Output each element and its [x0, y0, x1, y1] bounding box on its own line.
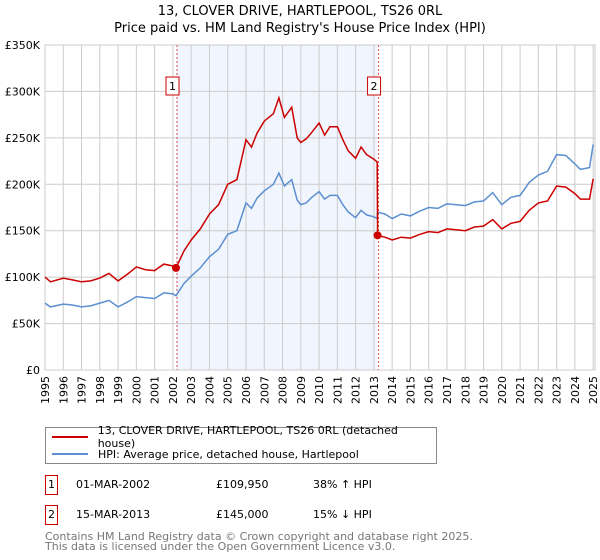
x-tick-label: 2024: [569, 376, 582, 404]
x-tick-label: 2015: [404, 376, 417, 404]
x-tick-label: 2001: [149, 376, 162, 404]
sale-point: [172, 263, 181, 272]
x-tick-label: 2016: [423, 376, 436, 404]
x-tick-label: 1997: [76, 376, 89, 404]
y-tick-label: £300K: [5, 85, 41, 98]
y-tick-label: £0: [26, 364, 40, 377]
x-tick-label: 1996: [57, 376, 70, 404]
x-tick-label: 2011: [331, 376, 344, 404]
x-tick-label: 2017: [441, 376, 454, 404]
legend: 13, CLOVER DRIVE, HARTLEPOOL, TS26 0RL (…: [45, 424, 437, 464]
x-tick-label: 2025: [587, 376, 600, 404]
x-tick-label: 2020: [496, 376, 509, 404]
x-tick-label: 1999: [112, 376, 125, 404]
legend-label: HPI: Average price, detached house, Hart…: [98, 447, 359, 461]
sale-point: [373, 231, 382, 240]
series-line: [44, 95, 594, 283]
legend-swatch-red: [52, 436, 88, 438]
chart-subtitle: Price paid vs. HM Land Registry's House …: [114, 21, 486, 36]
x-tick-label: 2000: [130, 376, 143, 404]
price-chart: 1995 1996 1997 1998 1999 2000 2001 2002 2003 2004…: [5, 39, 600, 404]
x-tick-label: 2010: [313, 376, 326, 404]
legend-swatch-blue: [52, 453, 88, 455]
x-tick-label: 2013: [368, 376, 381, 404]
transaction-badge: 2: [45, 505, 58, 525]
x-tick-label: 2004: [203, 376, 216, 404]
x-tick-label: 2012: [350, 376, 363, 404]
x-tick-label: 2006: [240, 376, 253, 404]
y-tick-label: £200K: [5, 178, 41, 191]
chart-title: 13, CLOVER DRIVE, HARTLEPOOL, TS26 0RL: [157, 4, 443, 19]
marker-box: [367, 76, 382, 96]
legend-item-hpi: HPI: Average price, detached house, Hart…: [52, 446, 359, 462]
x-tick-label: 2023: [551, 376, 564, 404]
x-tick-label: 2019: [478, 376, 491, 404]
x-tick-label: 1998: [94, 376, 107, 404]
marker-label-box: 1: [165, 76, 180, 96]
x-tick-label: 2008: [277, 376, 290, 404]
x-tick-label: 2009: [295, 376, 308, 404]
y-tick-label: £250K: [5, 132, 41, 145]
x-tick-label: 2002: [167, 376, 180, 404]
x-tick-label: 1995: [39, 376, 52, 404]
y-tick-label: £100K: [5, 271, 41, 284]
transaction-date: 01-MAR-2002: [76, 478, 151, 491]
y-tick-label: £150K: [5, 225, 41, 238]
transaction-badge: 1: [45, 475, 58, 495]
x-tick-label: 2021: [514, 376, 527, 404]
plot-frame: [44, 44, 596, 371]
series-line: [44, 144, 594, 308]
marker-box: [165, 76, 180, 96]
transaction-price: £145,000: [216, 508, 269, 521]
marker-number: 2: [371, 80, 378, 93]
footer-licence: This data is licensed under the Open Gov…: [45, 540, 396, 553]
x-tick-label: 2007: [258, 376, 271, 404]
x-tick-label: 2005: [222, 376, 235, 404]
x-tick-label: 2014: [386, 376, 399, 404]
x-tick-label: 2018: [459, 376, 472, 404]
y-tick-label: £350K: [5, 39, 41, 52]
x-tick-label: 2003: [185, 376, 198, 404]
marker-number: 1: [169, 80, 176, 93]
shaded-ownership-period: [176, 45, 378, 370]
transaction-hpi: 38% ↑ HPI: [313, 478, 372, 491]
transaction-date: 15-MAR-2013: [76, 508, 151, 521]
footer-copyright: Contains HM Land Registry data © Crown c…: [45, 530, 473, 543]
legend-label: 13, CLOVER DRIVE, HARTLEPOOL, TS26 0RL (…: [97, 424, 398, 450]
legend-item-property: 13, CLOVER DRIVE, HARTLEPOOL, TS26 0RL (…: [52, 424, 436, 450]
transaction-price: £109,950: [216, 478, 269, 491]
marker-label-box: 2: [367, 76, 382, 96]
y-tick-label: £50K: [12, 318, 41, 331]
transaction-hpi: 15% ↓ HPI: [313, 508, 372, 521]
x-tick-label: 2022: [532, 376, 545, 404]
